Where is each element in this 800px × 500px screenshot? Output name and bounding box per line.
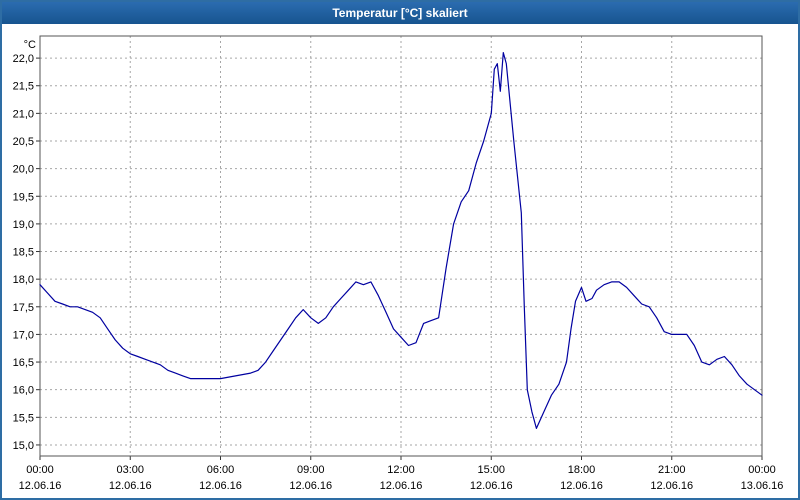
y-tick-label: 20,5 <box>13 136 34 148</box>
x-tick-time-label: 03:00 <box>116 464 144 476</box>
y-tick-label: 16,5 <box>13 357 34 369</box>
chart-area: 15,0 15,5 16,0 16,5 17,0 17,5 18,0 18,5 19,0 19,5… <box>2 24 798 498</box>
x-tick-time-label: 06:00 <box>207 464 235 476</box>
x-tick-time-label: 00:00 <box>26 464 54 476</box>
y-tick-label: 19,5 <box>13 191 34 203</box>
y-tick-label: 20,0 <box>13 164 34 176</box>
x-tick-date-label: 12.06.16 <box>380 480 423 492</box>
x-tick-time-label: 00:00 <box>748 464 776 476</box>
temperature-line <box>39 52 763 429</box>
window-titlebar: Temperatur [°C] skaliert <box>2 2 798 24</box>
y-tick-label: 17,5 <box>13 302 34 314</box>
y-tick-label: 18,0 <box>13 274 34 286</box>
y-tick-label: 15,5 <box>13 412 34 424</box>
x-tick-date-label: 12.06.16 <box>289 480 332 492</box>
y-axis-unit-label: °C <box>24 39 36 51</box>
y-tick-label: 22,0 <box>13 53 34 65</box>
x-tick-time-label: 12:00 <box>387 464 415 476</box>
x-tick-date-label: 12.06.16 <box>650 480 693 492</box>
y-tick-label: 21,5 <box>13 81 34 93</box>
x-tick-date-label: 12.06.16 <box>470 480 513 492</box>
y-tick-label: 19,0 <box>13 219 34 231</box>
x-tick-date-label: 12.06.16 <box>109 480 152 492</box>
y-tick-label: 15,0 <box>13 440 34 452</box>
x-tick-date-label: 13.06.16 <box>741 480 784 492</box>
x-tick-date-label: 12.06.16 <box>19 480 62 492</box>
chart-svg: 15,0 15,5 16,0 16,5 17,0 17,5 18,0 18,5 19,0 19,5… <box>13 35 784 492</box>
x-tick-time-label: 09:00 <box>297 464 325 476</box>
y-tick-label: 18,5 <box>13 247 34 259</box>
y-tick-label: 16,0 <box>13 385 34 397</box>
x-tick-date-label: 12.06.16 <box>199 480 242 492</box>
window-title: Temperatur [°C] skaliert <box>332 6 468 20</box>
plot-border <box>39 35 763 457</box>
y-tick-label: 17,0 <box>13 329 34 341</box>
x-tick-time-label: 21:00 <box>658 464 686 476</box>
x-tick-time-label: 18:00 <box>568 464 596 476</box>
y-tick-label: 21,0 <box>13 108 34 120</box>
x-tick-date-label: 12.06.16 <box>560 480 603 492</box>
x-tick-time-label: 15:00 <box>477 464 505 476</box>
